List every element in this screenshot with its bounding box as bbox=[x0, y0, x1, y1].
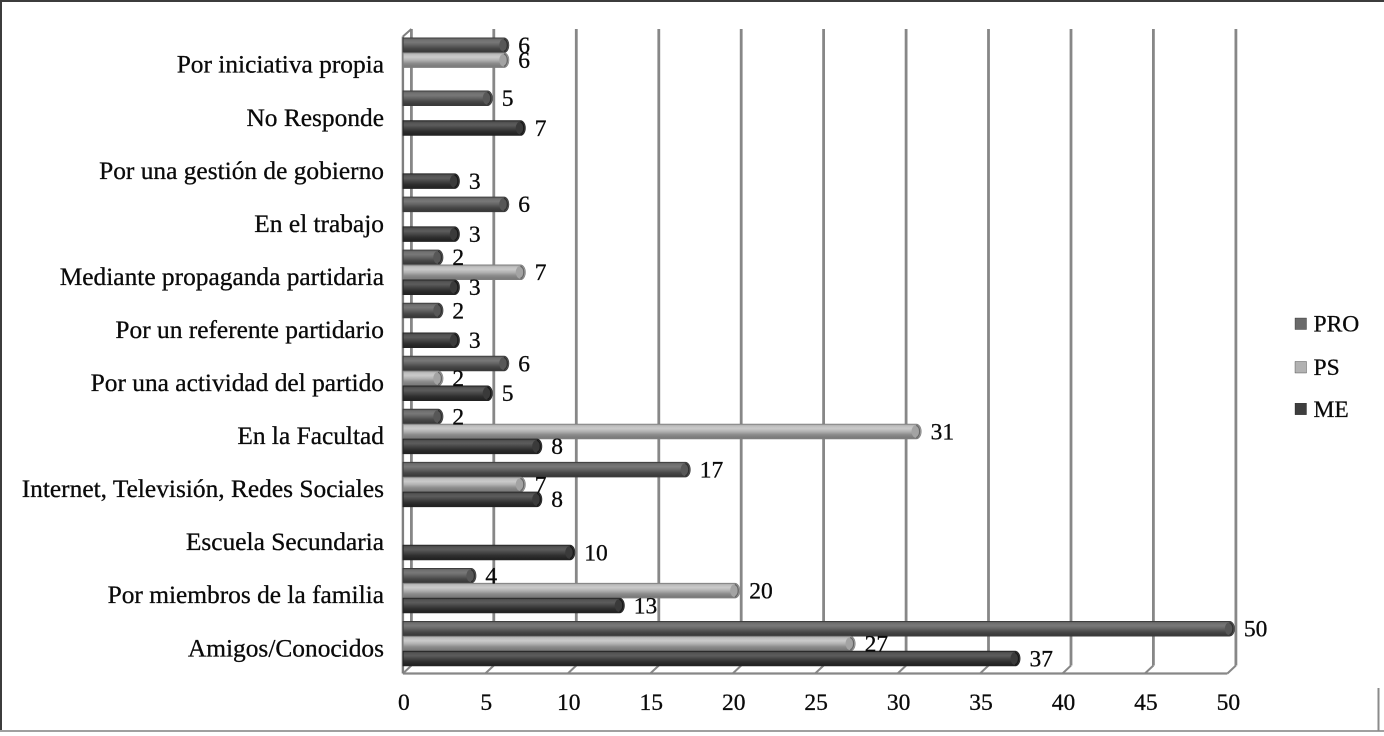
svg-text:3: 3 bbox=[469, 275, 481, 301]
svg-text:En el trabajo: En el trabajo bbox=[254, 210, 384, 238]
svg-text:ME: ME bbox=[1314, 397, 1349, 423]
svg-text:2: 2 bbox=[452, 298, 464, 324]
svg-text:Mediante propaganda partidaria: Mediante propaganda partidaria bbox=[60, 263, 384, 291]
svg-text:PS: PS bbox=[1314, 355, 1340, 381]
svg-text:37: 37 bbox=[1030, 646, 1054, 672]
svg-text:3: 3 bbox=[469, 328, 481, 354]
svg-text:2: 2 bbox=[452, 366, 464, 392]
svg-text:4: 4 bbox=[485, 564, 497, 590]
svg-text:Por iniciativa propia: Por iniciativa propia bbox=[177, 51, 384, 79]
svg-text:5: 5 bbox=[502, 86, 514, 112]
svg-text:PRO: PRO bbox=[1314, 312, 1360, 338]
svg-text:Por miembros de la familia: Por miembros de la familia bbox=[108, 581, 384, 609]
svg-text:3: 3 bbox=[469, 169, 481, 195]
svg-text:7: 7 bbox=[535, 116, 547, 142]
svg-text:6: 6 bbox=[518, 33, 530, 59]
svg-text:20: 20 bbox=[749, 578, 773, 604]
svg-text:No Responde: No Responde bbox=[246, 104, 384, 132]
svg-text:17: 17 bbox=[700, 457, 724, 483]
svg-text:Por una actividad del partido: Por una actividad del partido bbox=[91, 369, 384, 397]
svg-text:6: 6 bbox=[518, 192, 530, 218]
svg-text:35: 35 bbox=[969, 690, 993, 716]
svg-text:27: 27 bbox=[865, 631, 889, 657]
svg-text:20: 20 bbox=[722, 690, 746, 716]
svg-text:0: 0 bbox=[398, 690, 410, 716]
svg-text:Internet, Televisión, Redes So: Internet, Televisión, Redes Sociales bbox=[22, 475, 384, 503]
svg-text:6: 6 bbox=[518, 48, 530, 74]
svg-text:En la Facultad: En la Facultad bbox=[237, 422, 384, 450]
svg-text:13: 13 bbox=[634, 593, 658, 619]
svg-text:45: 45 bbox=[1134, 690, 1158, 716]
svg-text:40: 40 bbox=[1052, 690, 1076, 716]
svg-text:15: 15 bbox=[639, 690, 663, 716]
svg-text:7: 7 bbox=[535, 472, 547, 498]
svg-text:Por un referente partidario: Por un referente partidario bbox=[115, 316, 384, 344]
svg-text:10: 10 bbox=[557, 690, 581, 716]
svg-text:7: 7 bbox=[535, 260, 547, 286]
svg-text:30: 30 bbox=[887, 690, 911, 716]
svg-text:5: 5 bbox=[480, 690, 492, 716]
svg-text:2: 2 bbox=[452, 404, 464, 430]
svg-text:Amigos/Conocidos: Amigos/Conocidos bbox=[188, 634, 384, 662]
svg-text:2: 2 bbox=[452, 245, 464, 271]
svg-text:10: 10 bbox=[584, 540, 608, 566]
svg-text:8: 8 bbox=[551, 434, 563, 460]
svg-text:Escuela Secundaria: Escuela Secundaria bbox=[186, 528, 384, 556]
svg-text:50: 50 bbox=[1244, 617, 1268, 643]
svg-text:Por una gestión de gobierno: Por una gestión de gobierno bbox=[99, 157, 384, 185]
svg-text:25: 25 bbox=[804, 690, 828, 716]
svg-text:5: 5 bbox=[502, 381, 514, 407]
svg-text:3: 3 bbox=[469, 222, 481, 248]
svg-text:8: 8 bbox=[551, 487, 563, 513]
svg-text:50: 50 bbox=[1217, 690, 1241, 716]
svg-text:31: 31 bbox=[931, 419, 955, 445]
svg-text:6: 6 bbox=[518, 351, 530, 377]
